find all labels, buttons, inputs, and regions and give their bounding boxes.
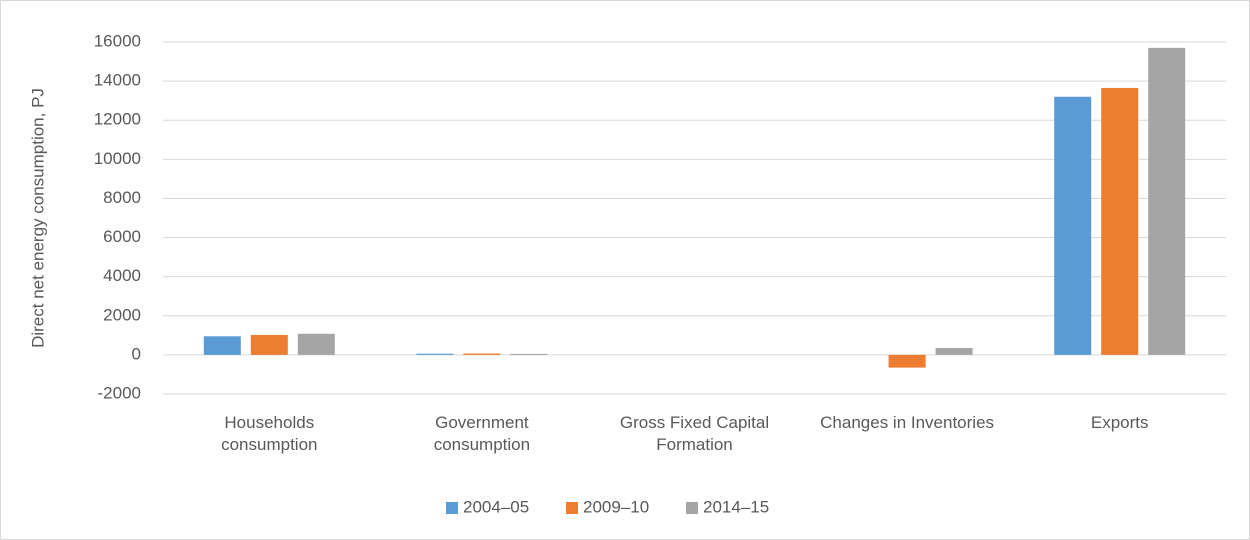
bar: [416, 353, 454, 355]
legend-swatch: [686, 502, 698, 514]
bar: [888, 354, 926, 368]
legend-label: 2009–10: [583, 497, 649, 516]
legend-label: 2014–15: [703, 497, 769, 516]
y-tick-label: 0: [132, 344, 141, 363]
y-tick-label: 10000: [94, 149, 141, 168]
legend-label: 2004–05: [463, 497, 529, 516]
bar: [935, 348, 973, 355]
x-tick-label: Changes in Inventories: [820, 413, 995, 432]
bar: [203, 336, 241, 355]
bar: [463, 353, 501, 355]
x-tick-label: Exports: [1090, 413, 1149, 432]
legend-swatch: [446, 502, 458, 514]
y-tick-label: 8000: [103, 188, 141, 207]
bar: [250, 334, 288, 355]
x-tick-label: Gross Fixed Capital Formation: [619, 413, 770, 454]
bar: [1054, 96, 1092, 355]
bar: [1148, 47, 1186, 355]
y-axis-label: Direct net energy consumption, PJ: [28, 88, 47, 348]
bar: [297, 333, 335, 355]
legend-swatch: [566, 502, 578, 514]
bar: [1101, 87, 1139, 355]
x-tick-label: Government consumption: [433, 413, 531, 454]
y-tick-label: 6000: [103, 227, 141, 246]
y-tick-label: 12000: [94, 110, 141, 129]
y-tick-label: 16000: [94, 31, 141, 50]
x-tick-label: Households consumption: [221, 413, 318, 454]
y-tick-label: -2000: [98, 383, 141, 402]
y-tick-label: 2000: [103, 305, 141, 324]
y-tick-label: 14000: [94, 71, 141, 90]
bar: [510, 353, 548, 355]
y-tick-label: 4000: [103, 266, 141, 285]
